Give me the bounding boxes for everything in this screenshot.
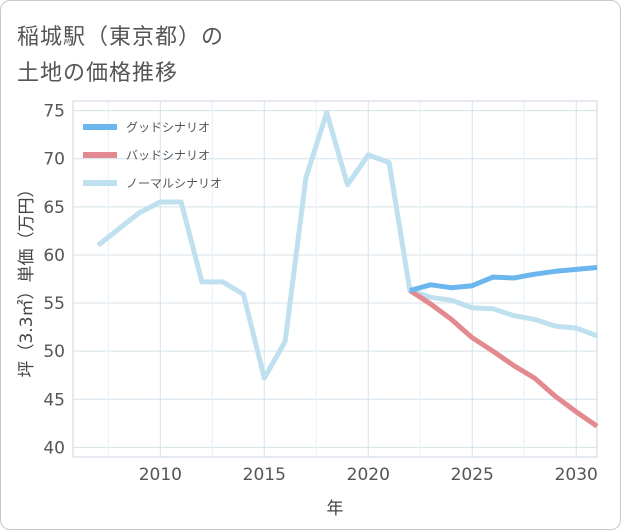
series-line-0	[409, 265, 598, 293]
x-tick-label: 2010	[139, 465, 182, 485]
y-tick-label: 40	[43, 438, 65, 458]
series-line-1	[408, 288, 599, 429]
y-axis-title: 坪（3.3㎡）単価（万円）	[17, 180, 37, 377]
chart-title-line2: 土地の価格推移	[17, 61, 179, 86]
grid	[72, 100, 598, 458]
plot-frame	[72, 100, 598, 458]
y-tick-label: 60	[43, 246, 65, 266]
y-tick-label: 75	[43, 102, 65, 122]
x-tick-label: 2025	[451, 465, 494, 485]
x-tick-label: 2030	[555, 465, 598, 485]
series-layer	[96, 110, 599, 429]
legend-label-2: ノーマルシナリオ	[126, 177, 222, 191]
y-tick-label: 55	[43, 294, 65, 314]
y-tick-label: 70	[43, 150, 65, 170]
series-line-2	[96, 110, 598, 381]
legend-label-1: バッドシナリオ	[126, 149, 210, 163]
y-tick-label: 65	[43, 198, 65, 218]
chart-title-line1: 稲城駅（東京都）の	[17, 25, 225, 50]
x-tick-label: 2015	[243, 465, 286, 485]
axis-ticks: 40 45 50 55 60 65 70 75 2010 2015 2020 2025 2030	[43, 102, 597, 485]
x-tick-label: 2020	[347, 465, 390, 485]
x-axis-title: 年	[327, 499, 344, 519]
legend-label-0: グッドシナリオ	[126, 121, 210, 135]
y-tick-label: 50	[43, 342, 65, 362]
y-tick-label: 45	[43, 390, 65, 410]
